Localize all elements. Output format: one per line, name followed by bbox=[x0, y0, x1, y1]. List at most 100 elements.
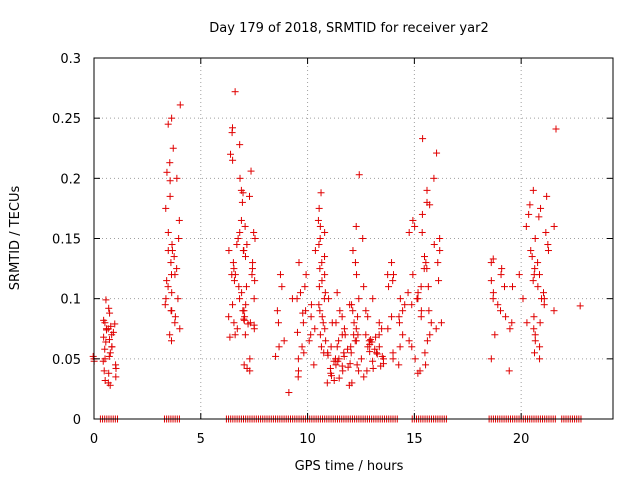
x-tick-label: 0 bbox=[90, 432, 98, 447]
data-point bbox=[325, 295, 333, 303]
data-point bbox=[347, 343, 355, 351]
data-point bbox=[540, 289, 548, 297]
data-point bbox=[350, 331, 358, 339]
data-point bbox=[430, 241, 438, 249]
data-point bbox=[225, 313, 233, 321]
data-point bbox=[100, 367, 108, 375]
data-point bbox=[390, 271, 398, 279]
data-point bbox=[384, 271, 392, 279]
data-point bbox=[310, 361, 318, 369]
data-point bbox=[228, 129, 236, 137]
data-point bbox=[168, 247, 176, 255]
data-point bbox=[508, 319, 516, 327]
data-point bbox=[418, 228, 426, 236]
data-point bbox=[389, 277, 397, 285]
data-point bbox=[333, 343, 341, 351]
data-point bbox=[163, 277, 171, 285]
data-point bbox=[522, 222, 530, 230]
data-point bbox=[168, 307, 176, 315]
data-point bbox=[348, 301, 356, 309]
data-point bbox=[409, 216, 417, 224]
data-point bbox=[435, 277, 443, 285]
data-point bbox=[246, 367, 254, 375]
data-point bbox=[496, 307, 504, 315]
data-point bbox=[242, 283, 250, 291]
data-point bbox=[105, 304, 113, 312]
data-point bbox=[347, 349, 355, 357]
y-tick-label: 0.25 bbox=[52, 112, 81, 127]
data-point bbox=[108, 331, 116, 339]
data-point bbox=[531, 331, 539, 339]
data-point bbox=[315, 204, 323, 212]
data-point bbox=[300, 349, 308, 357]
data-point bbox=[352, 337, 360, 345]
data-point bbox=[241, 222, 249, 230]
data-point bbox=[246, 192, 254, 200]
data-point bbox=[427, 319, 435, 327]
data-point bbox=[316, 265, 324, 273]
y-tick-label: 0 bbox=[73, 413, 81, 428]
data-point bbox=[396, 343, 404, 351]
data-point bbox=[249, 259, 257, 267]
data-point bbox=[335, 337, 343, 345]
data-point bbox=[360, 283, 368, 291]
data-point bbox=[170, 253, 178, 261]
data-point bbox=[528, 253, 536, 261]
data-point bbox=[531, 337, 539, 345]
data-point bbox=[316, 307, 324, 315]
data-point bbox=[168, 271, 176, 279]
y-tick-label: 0.3 bbox=[60, 52, 81, 67]
data-point bbox=[317, 343, 325, 351]
data-point bbox=[231, 271, 239, 279]
data-point bbox=[164, 120, 172, 128]
data-point bbox=[353, 361, 361, 369]
data-point bbox=[344, 363, 352, 371]
data-point bbox=[100, 333, 108, 341]
data-point bbox=[359, 235, 367, 242]
data-point bbox=[102, 296, 110, 304]
data-point bbox=[544, 241, 552, 249]
data-point bbox=[540, 301, 548, 309]
data-point bbox=[502, 313, 510, 321]
data-point bbox=[525, 210, 533, 218]
data-point bbox=[322, 337, 330, 345]
data-point bbox=[396, 295, 404, 303]
data-point bbox=[497, 271, 505, 279]
data-point bbox=[294, 373, 302, 381]
data-point bbox=[274, 319, 282, 327]
data-point bbox=[250, 325, 258, 333]
data-point bbox=[319, 319, 327, 327]
data-point bbox=[302, 271, 310, 279]
data-point bbox=[241, 253, 249, 261]
data-point bbox=[369, 295, 377, 303]
x-tick-label: 15 bbox=[406, 432, 423, 447]
data-point bbox=[373, 350, 381, 358]
data-point bbox=[247, 167, 255, 175]
data-point bbox=[355, 367, 363, 375]
x-axis-label: GPS time / hours bbox=[295, 459, 404, 474]
data-point bbox=[176, 325, 184, 333]
data-point bbox=[176, 101, 184, 109]
data-point bbox=[106, 349, 114, 357]
data-point bbox=[316, 235, 324, 242]
data-point bbox=[250, 295, 258, 303]
data-point bbox=[295, 259, 303, 267]
data-point bbox=[293, 328, 301, 336]
data-point bbox=[321, 271, 329, 279]
data-point bbox=[432, 325, 440, 333]
data-point bbox=[487, 355, 495, 363]
data-point bbox=[240, 361, 248, 369]
data-point bbox=[384, 325, 392, 333]
data-point bbox=[354, 313, 362, 321]
data-point bbox=[166, 177, 174, 185]
data-point bbox=[111, 320, 119, 328]
data-point bbox=[489, 289, 497, 297]
data-point bbox=[229, 301, 237, 309]
data-point bbox=[364, 343, 372, 351]
data-point bbox=[423, 186, 431, 194]
data-point bbox=[335, 355, 343, 363]
data-point bbox=[248, 271, 256, 279]
data-point bbox=[243, 241, 251, 249]
data-point bbox=[294, 355, 302, 363]
data-point bbox=[426, 331, 434, 339]
